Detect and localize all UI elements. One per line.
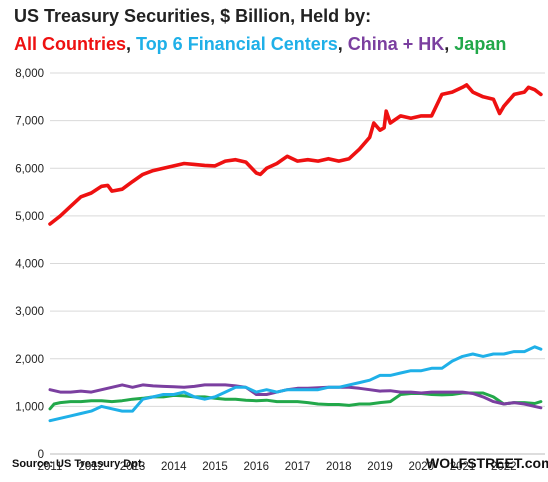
x-tick-label: 2011 — [38, 461, 63, 473]
chart-title: US Treasury Securities, $ Billion, Held … — [14, 6, 372, 26]
y-tick-label: 3,000 — [15, 306, 44, 318]
series-line — [48, 345, 543, 423]
x-tick-label: 2022 — [491, 461, 517, 473]
y-tick-label: 1,000 — [15, 401, 44, 413]
x-tick-label: 2020 — [408, 461, 434, 473]
source-note: Source: US Treasury Dpt. — [12, 458, 145, 470]
y-tick-label: 7,000 — [15, 116, 44, 128]
x-tick-label: 2017 — [285, 461, 311, 473]
y-tick-label: 2,000 — [15, 354, 44, 366]
x-tick-label: 2012 — [78, 461, 104, 473]
x-tick-label: 2018 — [326, 461, 352, 473]
legend-separator: , — [126, 34, 137, 54]
y-tick-label: 4,000 — [15, 259, 44, 271]
legend-separator: , — [444, 34, 455, 54]
x-tick-label: 2014 — [161, 461, 187, 473]
legend-japan: Japan — [454, 34, 507, 54]
chart-subtitle: All Countries, Top 6 Financial Centers, … — [14, 34, 506, 55]
x-tick-label: 2013 — [120, 461, 146, 473]
y-tick-label: 6,000 — [15, 163, 44, 175]
legend-top6: Top 6 Financial Centers — [136, 34, 338, 54]
x-tick-label: 2015 — [202, 461, 228, 473]
x-tick-label: 2019 — [367, 461, 393, 473]
legend-china-hk: China + HK — [347, 34, 445, 54]
series-line — [48, 83, 543, 226]
y-tick-label: 8,000 — [15, 68, 44, 80]
x-tick-label: 2021 — [450, 461, 476, 473]
brand-logo-text: WOLFSTREET.com — [426, 455, 548, 471]
y-tick-label: 5,000 — [15, 211, 44, 223]
legend-separator: , — [337, 34, 348, 54]
y-tick-label: 0 — [38, 449, 44, 461]
legend-all-countries: All Countries — [14, 34, 127, 54]
x-tick-label: 2016 — [243, 461, 269, 473]
